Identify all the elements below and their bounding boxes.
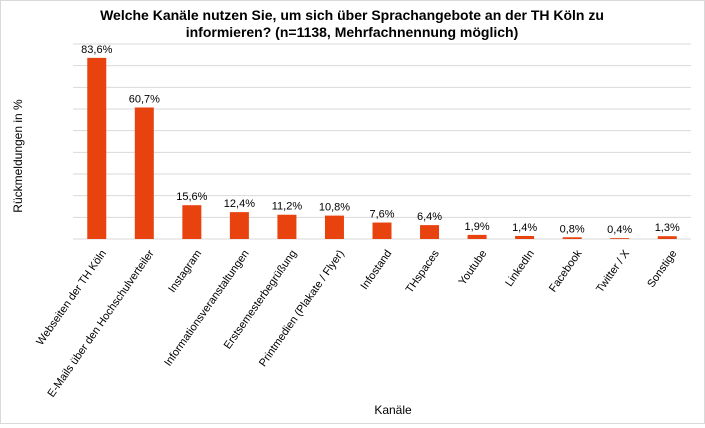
data-label: 7,6% xyxy=(369,209,394,221)
data-labels: 83,6% 60,7% 15,6% 12,4% 11,2% 10,8% 7,6% 6,4% 1,… xyxy=(81,44,680,236)
category-tick-label: THspaces xyxy=(404,248,443,296)
data-label: 1,9% xyxy=(465,221,490,233)
data-label: 60,7% xyxy=(129,93,160,105)
category-tick-label: Printmedien (Plakate / Flyer) xyxy=(257,248,347,369)
bars xyxy=(87,57,677,239)
category-tick-label: Instagram xyxy=(166,248,204,295)
data-label: 15,6% xyxy=(176,191,207,203)
category-tick-label: Facebook xyxy=(547,248,585,295)
bar xyxy=(657,236,677,239)
bar xyxy=(182,205,202,239)
chart-title-line-1: Welche Kanäle nutzen Sie, um sich über S… xyxy=(100,7,604,23)
data-label: 83,6% xyxy=(81,44,112,56)
category-tick-label: Informationsveranstaltungen xyxy=(162,248,251,369)
y-axis-title: Rückmeldungen in % xyxy=(11,99,25,213)
bar xyxy=(610,238,630,239)
bar xyxy=(87,57,107,239)
bar xyxy=(372,222,392,239)
bar xyxy=(562,237,582,239)
data-label: 11,2% xyxy=(272,201,303,213)
category-tick-label: Sonstige xyxy=(645,248,679,290)
category-tick-label: Youtube xyxy=(457,248,490,288)
data-label: 10,8% xyxy=(319,202,350,214)
bar xyxy=(229,212,249,239)
bar xyxy=(277,214,297,239)
x-axis-title: Kanäle xyxy=(374,403,412,417)
bar xyxy=(420,225,440,239)
data-label: 0,8% xyxy=(560,223,585,235)
data-label: 6,4% xyxy=(417,211,442,223)
bar xyxy=(134,107,154,239)
chart-title-line-2: informieren? (n=1138, Mehrfachnennung mö… xyxy=(186,24,519,40)
bar xyxy=(324,215,344,239)
bar xyxy=(467,234,487,239)
category-tick-label: Twitter / X xyxy=(594,247,632,294)
gridlines xyxy=(73,43,691,240)
category-tick-label: Infostand xyxy=(359,248,395,292)
category-tick-label: LinkedIn xyxy=(503,248,537,289)
bar xyxy=(515,235,535,239)
data-label: 12,4% xyxy=(224,198,255,210)
data-label: 1,3% xyxy=(655,222,680,234)
category-tick-label: E-Mails über den Hochschulverteiler xyxy=(45,248,156,400)
data-label: 1,4% xyxy=(512,222,537,234)
data-label: 0,4% xyxy=(607,224,632,236)
